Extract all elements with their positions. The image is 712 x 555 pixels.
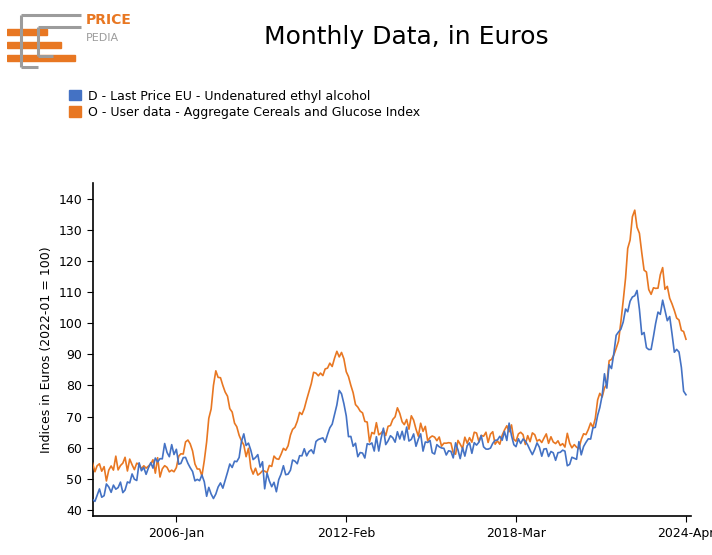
Text: PRICE: PRICE [85,13,131,27]
FancyArrow shape [7,29,47,35]
FancyArrow shape [7,42,61,48]
FancyArrow shape [7,55,75,61]
Y-axis label: Indices in Euros (2022-01 = 100): Indices in Euros (2022-01 = 100) [40,246,53,453]
Legend: D - Last Price EU - Undenatured ethyl alcohol, O - User data - Aggregate Cereals: D - Last Price EU - Undenatured ethyl al… [69,89,420,119]
Text: Monthly Data, in Euros: Monthly Data, in Euros [263,25,548,49]
Text: PEDIA: PEDIA [85,33,119,43]
